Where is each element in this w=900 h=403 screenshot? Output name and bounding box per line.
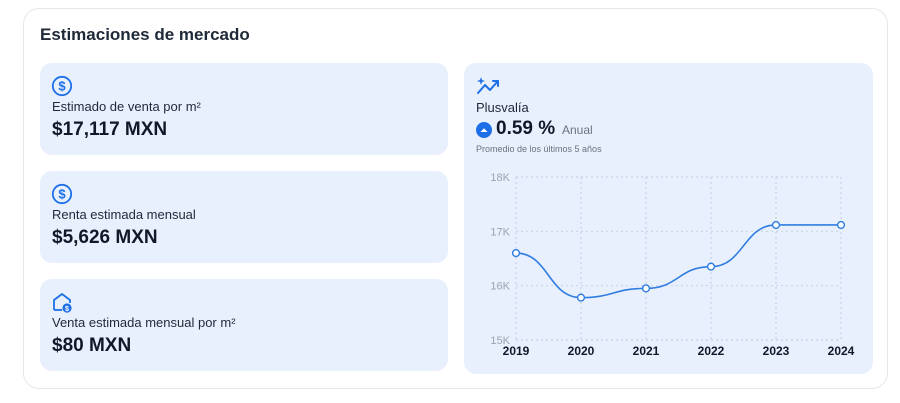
dollar-circle-icon: $ (51, 75, 73, 97)
stat-label: Estimado de venta por m² (52, 99, 201, 114)
stat-card-monthly-rent: $ Renta estimada mensual $5,626 MXN (40, 171, 448, 263)
plusvalia-line-chart: 15K 16K 17K 18K 2019 2020 2021 2022 2023 2024 (490, 172, 855, 358)
arrow-up-icon (476, 122, 492, 138)
data-point (511, 248, 521, 258)
y-tick-label: 17K (490, 226, 510, 238)
x-tick-label: 2022 (698, 344, 725, 358)
data-point (576, 293, 586, 302)
plusvalia-label: Plusvalía (476, 100, 529, 115)
dollar-circle-icon: $ (51, 183, 73, 205)
stat-card-monthly-sale-per-m2: $ Venta estimada mensual por m² $80 MXN (40, 279, 448, 371)
data-point (836, 220, 846, 230)
plusvalia-panel: Plusvalía 0.59 % Anual Promedio de los ú… (464, 63, 873, 374)
plusvalia-percent: 0.59 % (496, 118, 556, 139)
stat-value: $17,117 MXN (52, 119, 168, 140)
stat-label: Venta estimada mensual por m² (52, 315, 236, 330)
svg-text:$: $ (58, 187, 66, 202)
svg-text:$: $ (58, 79, 66, 94)
x-tick-label: 2021 (633, 344, 660, 358)
data-point (641, 284, 651, 293)
stat-card-sale-per-m2: $ Estimado de venta por m² $17,117 MXN (40, 63, 448, 155)
x-tick-label: 2020 (568, 344, 595, 358)
trend-sparkle-icon (477, 77, 499, 94)
house-dollar-icon: $ (53, 293, 72, 313)
stat-value: $5,626 MXN (52, 227, 158, 248)
data-point (706, 262, 716, 271)
y-tick-label: 15K (490, 335, 510, 347)
y-tick-label: 16K (490, 281, 510, 293)
svg-text:$: $ (65, 304, 70, 313)
plusvalia-note: Promedio de los últimos 5 años (476, 144, 602, 154)
series-line (515, 224, 841, 299)
data-point (771, 220, 781, 230)
x-tick-label: 2019 (503, 344, 530, 358)
stat-label: Renta estimada mensual (52, 207, 196, 222)
section-title: Estimaciones de mercado (40, 25, 250, 44)
plusvalia-period: Anual (562, 123, 593, 137)
y-tick-label: 18K (490, 172, 510, 184)
x-tick-label: 2023 (763, 344, 790, 358)
x-tick-label: 2024 (828, 344, 855, 358)
stat-value: $80 MXN (52, 335, 132, 356)
